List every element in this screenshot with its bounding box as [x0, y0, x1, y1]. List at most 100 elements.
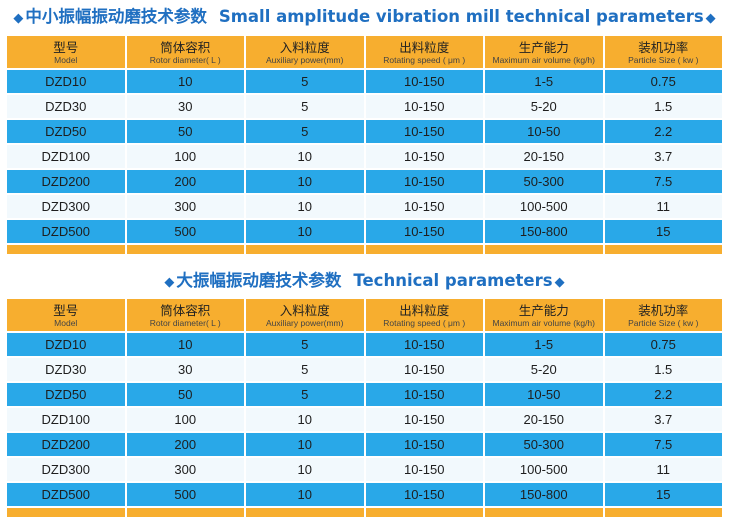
table-cell: DZD50: [7, 383, 125, 406]
column-header-en: Rotating speed ( μm ): [383, 54, 466, 65]
table-cell: 10-150: [365, 70, 483, 93]
column-header-cn: 型号: [53, 302, 79, 318]
column-header-en: Particle Size ( kw ): [628, 317, 699, 328]
column-header-cn: 型号: [53, 39, 79, 55]
column-header-en: Auxiliary power(mm): [266, 54, 344, 65]
table-cell: 3.7: [604, 145, 722, 168]
footer-cell: [126, 245, 244, 254]
column-header: 筒体容积 Rotor diameter( L ): [126, 36, 244, 68]
column-header-en: Auxiliary power(mm): [266, 317, 344, 328]
table-cell: 0.75: [604, 333, 722, 356]
footer-cell: [7, 508, 125, 517]
table-row: DZD100 100 10 10-150 20-150 3.7: [7, 145, 722, 168]
column-header: 型号 Model: [7, 299, 125, 331]
diamond-icon: ◆: [164, 275, 175, 290]
table-cell: 200: [126, 433, 244, 456]
column-header: 筒体容积 Rotor diameter( L ): [126, 299, 244, 331]
column-header: 生产能力 Maximum air volume (kg/h): [485, 299, 603, 331]
column-header-en: Rotating speed ( μm ): [383, 317, 466, 328]
table-row: DZD500 500 10 10-150 150-800 15: [7, 483, 722, 506]
table-cell: 7.5: [604, 170, 722, 193]
table-cell: DZD10: [7, 70, 125, 93]
column-header-cn: 装机功率: [638, 302, 689, 318]
table-cell: DZD100: [7, 408, 125, 431]
table-cell: DZD500: [7, 220, 125, 243]
footer-cell: [246, 508, 364, 517]
table-cell: 500: [126, 220, 244, 243]
column-header-cn: 生产能力: [518, 302, 569, 318]
column-header-en: Rotor diameter( L ): [149, 54, 221, 65]
column-header: 装机功率 Particle Size ( kw ): [604, 36, 722, 68]
table-cell: 3.7: [604, 408, 722, 431]
table-cell: 10-50: [485, 120, 603, 143]
footer-cell: [365, 508, 483, 517]
table-cell: 10-150: [365, 170, 483, 193]
table-cell: DZD50: [7, 120, 125, 143]
table-cell: 5: [246, 70, 364, 93]
spec-table-large-amplitude: 型号 Model 筒体容积 Rotor diameter( L ) 入料粒度 Auxili…: [5, 297, 724, 519]
footer-cell: [604, 508, 722, 517]
table-cell: 7.5: [604, 433, 722, 456]
table-cell: 2.2: [604, 383, 722, 406]
column-header-cn: 入料粒度: [279, 39, 330, 55]
section-title-en: Small amplitude vibration mill technical…: [218, 7, 704, 26]
table-cell: 100-500: [485, 458, 603, 481]
table-cell: 15: [604, 483, 722, 506]
column-header-cn: 筒体容积: [160, 39, 211, 55]
table-cell: 10: [246, 458, 364, 481]
table-cell: 10: [126, 333, 244, 356]
table-cell: 10-50: [485, 383, 603, 406]
column-header: 型号 Model: [7, 36, 125, 68]
column-header: 生产能力 Maximum air volume (kg/h): [485, 36, 603, 68]
column-header: 入料粒度 Auxiliary power(mm): [246, 299, 364, 331]
table-cell: 10: [246, 433, 364, 456]
table-row: DZD300 300 10 10-150 100-500 11: [7, 195, 722, 218]
column-header: 入料粒度 Auxiliary power(mm): [246, 36, 364, 68]
column-header-cn: 入料粒度: [279, 302, 330, 318]
table-cell: 2.2: [604, 120, 722, 143]
section-title-cn: 大振幅振动磨技术参数: [176, 271, 342, 290]
table-cell: 5: [246, 383, 364, 406]
table-cell: 10-150: [365, 433, 483, 456]
table-cell: 5-20: [485, 95, 603, 118]
table-cell: 10: [246, 220, 364, 243]
footer-cell: [485, 245, 603, 254]
column-header-en: Model: [54, 54, 78, 65]
table-row: DZD10 10 5 10-150 1-5 0.75: [7, 333, 722, 356]
table-cell: DZD10: [7, 333, 125, 356]
table-cell: 10: [246, 145, 364, 168]
table-cell: 150-800: [485, 220, 603, 243]
column-header: 出料粒度 Rotating speed ( μm ): [365, 299, 483, 331]
table-cell: 10-150: [365, 408, 483, 431]
table-cell: 10-150: [365, 483, 483, 506]
footer-cell: [365, 245, 483, 254]
table-cell: DZD100: [7, 145, 125, 168]
table-cell: 50: [126, 120, 244, 143]
table-cell: 10-150: [365, 145, 483, 168]
table-cell: DZD30: [7, 358, 125, 381]
column-header-en: Maximum air volume (kg/h): [492, 317, 596, 328]
table-cell: 50-300: [485, 170, 603, 193]
table-cell: 100: [126, 408, 244, 431]
column-header-cn: 筒体容积: [160, 302, 211, 318]
table-cell: 10-150: [365, 333, 483, 356]
table-cell: 10-150: [365, 220, 483, 243]
table-cell: 15: [604, 220, 722, 243]
section-title-small-amplitude: ◆ 中小振幅振动磨技术参数 Small amplitude vibration mi…: [0, 4, 729, 30]
column-header-en: Particle Size ( kw ): [628, 54, 699, 65]
table-cell: 5: [246, 333, 364, 356]
table-row: DZD50 50 5 10-150 10-50 2.2: [7, 383, 722, 406]
footer-cell: [126, 508, 244, 517]
diamond-icon: ◆: [705, 11, 716, 26]
table-cell: 10-150: [365, 95, 483, 118]
table-cell: 300: [126, 195, 244, 218]
footer-cell: [604, 245, 722, 254]
table-cell: 5: [246, 95, 364, 118]
column-header-cn: 出料粒度: [399, 302, 450, 318]
table-cell: 200: [126, 170, 244, 193]
table-cell: 10-150: [365, 358, 483, 381]
table-cell: DZD200: [7, 170, 125, 193]
table-cell: 1-5: [485, 333, 603, 356]
table-cell: DZD300: [7, 458, 125, 481]
table-cell: 50-300: [485, 433, 603, 456]
